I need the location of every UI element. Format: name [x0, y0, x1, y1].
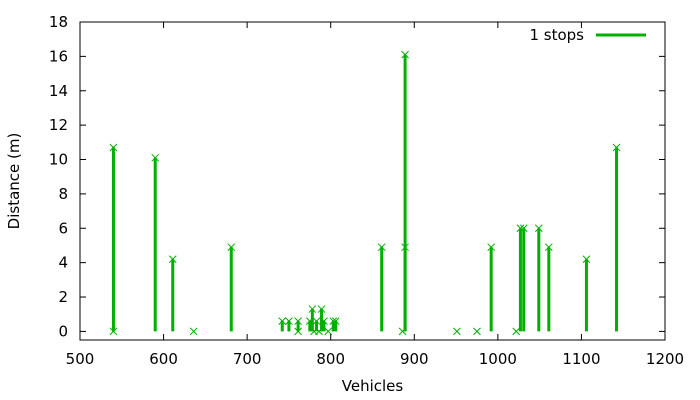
- data-point-marker: [544, 243, 553, 252]
- axes: 500 600 700 800 900 1000 1100 1200 0 2 4 6 8 10 12 14 16…: [49, 13, 684, 368]
- data-point-marker: [331, 317, 340, 325]
- x-tick-label: 900: [400, 350, 429, 368]
- data-point-marker: [294, 317, 302, 325]
- data-point-marker: [312, 317, 321, 325]
- data-point-marker: [534, 224, 543, 233]
- y-tick-label: 12: [49, 116, 68, 134]
- x-tick-label: 700: [233, 350, 262, 368]
- y-tick-label: 2: [58, 288, 68, 306]
- x-tick-label: 600: [149, 350, 178, 368]
- data-point-marker: [612, 143, 621, 152]
- data-point-marker: [109, 143, 118, 152]
- data-point-marker: [189, 327, 198, 336]
- x-tick-label: 1000: [479, 350, 517, 368]
- data-point-marker: [109, 327, 118, 336]
- y-axis-title: Distance (m): [5, 133, 23, 230]
- data-point-marker: [278, 317, 287, 325]
- legend-label-1-stops: 1 stops: [529, 26, 584, 44]
- y-tick-label: 18: [49, 13, 68, 31]
- legend: 1 stops: [529, 26, 646, 44]
- data-point-marker: [401, 50, 409, 59]
- data-point-marker: [473, 327, 481, 336]
- data-point-marker: [324, 327, 333, 336]
- data-point-marker: [512, 327, 521, 336]
- x-tick-label: 1100: [562, 350, 600, 368]
- data-point-marker: [519, 224, 528, 233]
- data-point-marker: [168, 255, 177, 264]
- data-point-marker: [308, 305, 317, 313]
- data-point-marker: [294, 327, 302, 336]
- data-point-marker: [487, 243, 496, 252]
- data-point-marker: [317, 305, 326, 313]
- data-point-marker: [453, 327, 461, 336]
- x-tick-label: 500: [66, 350, 95, 368]
- y-tick-label: 6: [58, 219, 68, 237]
- x-tick-label: 1200: [646, 350, 684, 368]
- y-tick-label: 0: [58, 322, 68, 340]
- data-point-marker: [285, 317, 293, 325]
- series-1: [109, 50, 621, 336]
- y-tick-label: 14: [49, 82, 68, 100]
- y-tick-label: 16: [49, 47, 68, 65]
- data-point-marker: [401, 243, 409, 252]
- plot-border: [79, 21, 666, 341]
- data-point-marker: [320, 317, 328, 325]
- y-tick-label: 4: [58, 254, 68, 272]
- data-point-marker: [227, 243, 236, 252]
- data-point-marker: [377, 243, 386, 252]
- y-tick-label: 10: [49, 151, 68, 169]
- plot-area: [79, 21, 666, 341]
- data-point-marker: [582, 255, 591, 264]
- x-tick-label: 800: [316, 350, 345, 368]
- x-axis-title: Vehicles: [342, 377, 404, 395]
- data-point-marker: [151, 153, 160, 162]
- y-tick-label: 8: [58, 185, 68, 203]
